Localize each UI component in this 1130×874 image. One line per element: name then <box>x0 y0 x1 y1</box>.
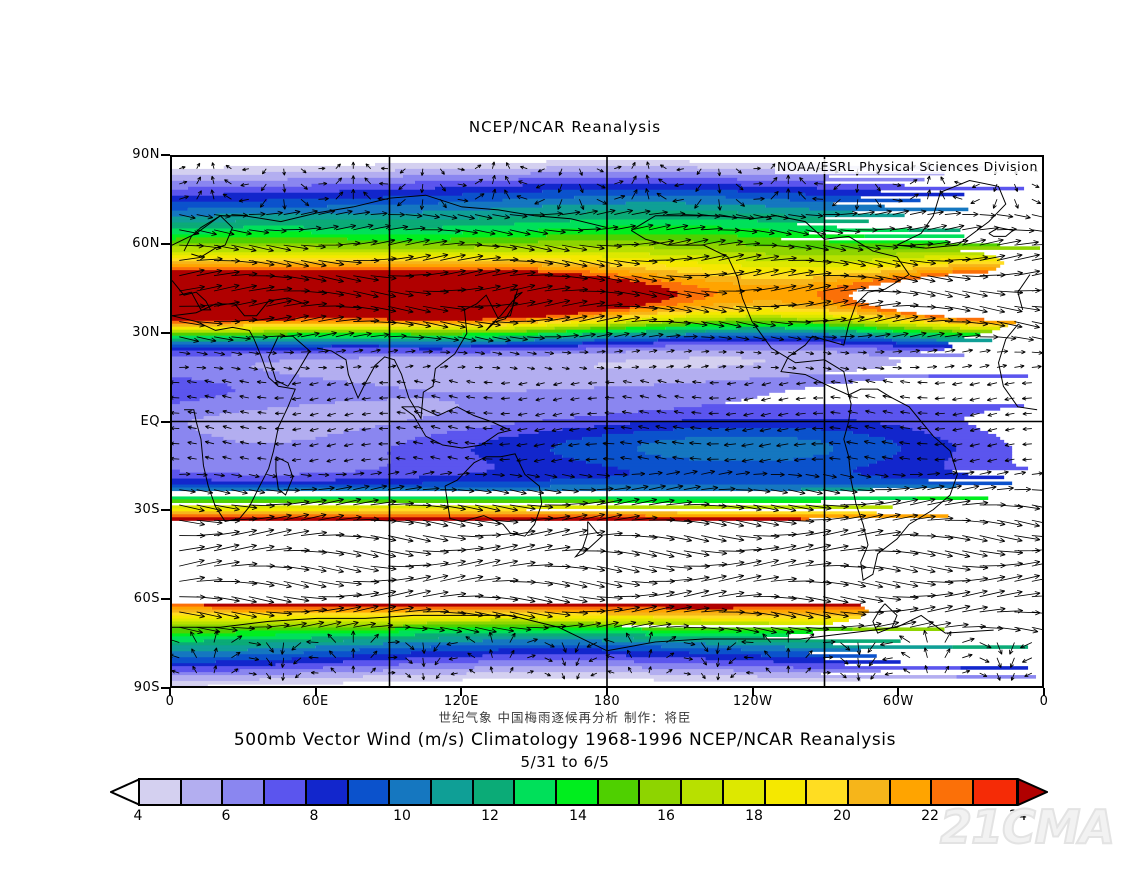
colorbar-cell <box>765 780 808 804</box>
colorbar-cell <box>723 780 766 804</box>
colorbar-tick-label: 4 <box>133 808 143 824</box>
colorbar-tick-label: 20 <box>833 808 851 824</box>
y-axis-label: 60S <box>133 591 160 607</box>
x-axis-tick <box>460 688 463 696</box>
y-axis-tick <box>161 687 170 689</box>
colorbar-tick-label: 14 <box>569 808 587 824</box>
colorbar-tick-label: 12 <box>481 808 499 824</box>
y-axis-tick <box>161 598 170 601</box>
colorbar-cell <box>431 780 474 804</box>
y-axis-tick <box>161 509 170 512</box>
wind-vector-arrows <box>172 161 1042 681</box>
colorbar-tick-label: 10 <box>393 808 411 824</box>
colorbar-tick-labels: 4 6 8 10 12 14 16 18 20 22 24 <box>110 808 1050 828</box>
colorbar-cell <box>640 780 683 804</box>
x-axis-label: 180 <box>593 694 621 709</box>
map-plot-area: NOAA/ESRL Physical Sciences Division <box>170 155 1044 688</box>
x-axis-tick <box>1043 688 1045 696</box>
x-axis-label: 120W <box>732 694 773 709</box>
y-axis-tick <box>161 242 170 245</box>
colorbar-cell <box>807 780 849 804</box>
y-axis-label: 30S <box>133 502 160 518</box>
colorbar-cell <box>265 780 307 804</box>
colorbar-cell <box>473 780 516 804</box>
noaa-credit: NOAA/ESRL Physical Sciences Division <box>775 159 1040 174</box>
y-axis-label: 90S <box>133 680 160 695</box>
x-axis-label: 60W <box>882 694 914 709</box>
colorbar-cell <box>932 780 975 804</box>
x-axis-label: 120E <box>443 694 479 709</box>
colorbar-tick-label: 16 <box>657 808 675 824</box>
chart-title: NCEP/NCAR Reanalysis <box>468 118 662 136</box>
colorbar-cells <box>138 778 1018 806</box>
colorbar-cell <box>598 780 641 804</box>
colorbar-cell <box>181 780 224 804</box>
x-axis-tick <box>169 688 171 696</box>
caption-main: 500mb Vector Wind (m/s) Climatology 1968… <box>233 730 897 750</box>
caption-chinese: 世纪气象 中国梅雨逐候再分析 制作：将臣 <box>438 710 692 725</box>
x-axis-label: 0 <box>1039 694 1049 709</box>
colorbar-tick-label: 8 <box>309 808 319 824</box>
colorbar-cell <box>682 780 724 804</box>
colorbar-cell <box>557 780 599 804</box>
colorbar-max-arrow <box>1018 778 1048 806</box>
colorbar-cell <box>848 780 891 804</box>
x-axis-tick <box>606 688 608 696</box>
x-axis-label: 60E <box>302 694 329 709</box>
colorbar-min-arrow <box>110 778 140 806</box>
colorbar-cell <box>390 780 432 804</box>
colorbar-cell <box>140 780 182 804</box>
y-axis-label: 90N <box>132 147 160 162</box>
colorbar: 4 6 8 10 12 14 16 18 20 22 24 <box>110 778 1050 824</box>
x-axis-tick <box>314 688 317 696</box>
x-axis-tick <box>751 688 754 696</box>
colorbar-tick-label: 6 <box>221 808 231 824</box>
wind-field-map <box>172 157 1042 686</box>
y-axis-tick <box>161 331 170 334</box>
colorbar-cell <box>515 780 558 804</box>
x-axis-tick <box>897 688 900 696</box>
colorbar-cell <box>890 780 933 804</box>
y-axis-label: EQ <box>140 413 160 429</box>
caption-period: 5/31 to 6/5 <box>520 753 610 771</box>
y-axis-label: 30N <box>132 324 160 340</box>
y-axis-tick <box>161 420 170 423</box>
colorbar-cell <box>974 780 1016 804</box>
colorbar-cell <box>306 780 349 804</box>
x-axis-label: 0 <box>165 694 175 709</box>
colorbar-cell <box>348 780 391 804</box>
colorbar-tick-label: 24 <box>1009 808 1027 824</box>
y-axis-tick <box>161 154 170 156</box>
colorbar-tick-label: 18 <box>745 808 763 824</box>
colorbar-cell <box>223 780 266 804</box>
y-axis-label: 60N <box>132 235 160 251</box>
colorbar-tick-label: 22 <box>921 808 939 824</box>
